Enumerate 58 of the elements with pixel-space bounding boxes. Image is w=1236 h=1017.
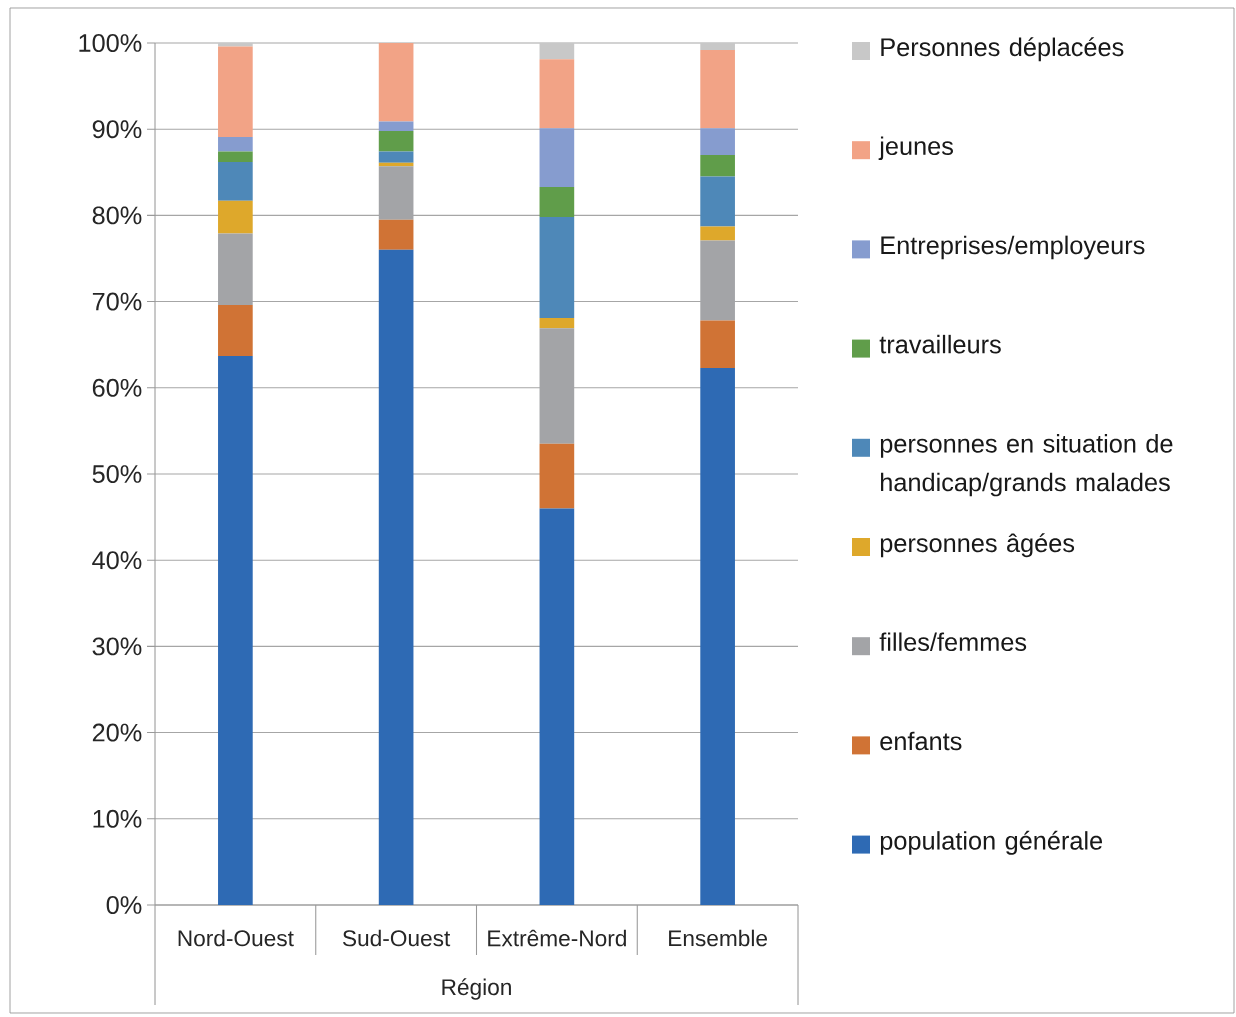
x-tick-label: Sud-Ouest [342, 929, 451, 947]
bar [218, 136, 253, 152]
bar [539, 186, 575, 218]
y-tick-label: 30% [92, 637, 142, 656]
bar [700, 49, 735, 129]
bar [218, 233, 253, 306]
x-tick-label: Nord-Ouest [178, 929, 294, 947]
bar [378, 42, 414, 122]
y-tick-label: 50% [92, 465, 142, 483]
bar [218, 305, 253, 356]
x-tick-label: Ensemble [669, 929, 768, 947]
y-tick-label: 100% [79, 34, 142, 52]
x-axis-title: Région [442, 978, 511, 1000]
legend-label: filles/femmes [879, 632, 1027, 652]
legend-label: jeunes [878, 136, 953, 161]
bar [539, 128, 575, 187]
bar [378, 121, 414, 131]
bar [700, 155, 735, 177]
legend-label: Personnes déplacées [881, 37, 1124, 62]
y-tick-label: 80% [92, 206, 142, 225]
bar [700, 42, 735, 50]
bar [700, 226, 735, 241]
bar [700, 128, 735, 156]
legend-label: enfants [880, 731, 962, 751]
bar [218, 200, 253, 234]
bar [700, 176, 735, 227]
bar [539, 59, 575, 129]
legend-label: personnes en situation de handicap/grands malades [880, 434, 1173, 497]
bar [378, 219, 414, 250]
bar [539, 443, 575, 509]
legend-label: Entreprises/employeurs [881, 235, 1145, 260]
y-tick-label: 10% [93, 809, 142, 828]
legend-label: travailleurs [879, 334, 1001, 354]
bar [539, 508, 575, 905]
bar [539, 42, 575, 60]
bar [378, 249, 414, 905]
bar [218, 161, 253, 201]
bar [218, 46, 253, 137]
legend-label: population générale [880, 830, 1103, 855]
y-tick-label: 90% [92, 120, 142, 139]
legend-label: personnes âgées [880, 533, 1075, 558]
y-tick-label: 20% [92, 723, 142, 742]
bar [218, 151, 253, 162]
y-tick-label: 0% [106, 896, 142, 914]
bar [539, 317, 575, 329]
bar [378, 151, 414, 163]
bar [700, 367, 735, 905]
bar [378, 166, 414, 220]
y-tick-label: 70% [92, 292, 142, 311]
bar [218, 355, 253, 905]
y-tick-label: 40% [92, 551, 142, 570]
bar [539, 328, 575, 444]
bar [378, 130, 414, 152]
y-tick-label: 60% [92, 378, 142, 397]
x-tick-label: Extrême-Nord [488, 929, 626, 947]
bar [700, 320, 735, 368]
bar [539, 217, 575, 318]
bar [700, 240, 735, 321]
